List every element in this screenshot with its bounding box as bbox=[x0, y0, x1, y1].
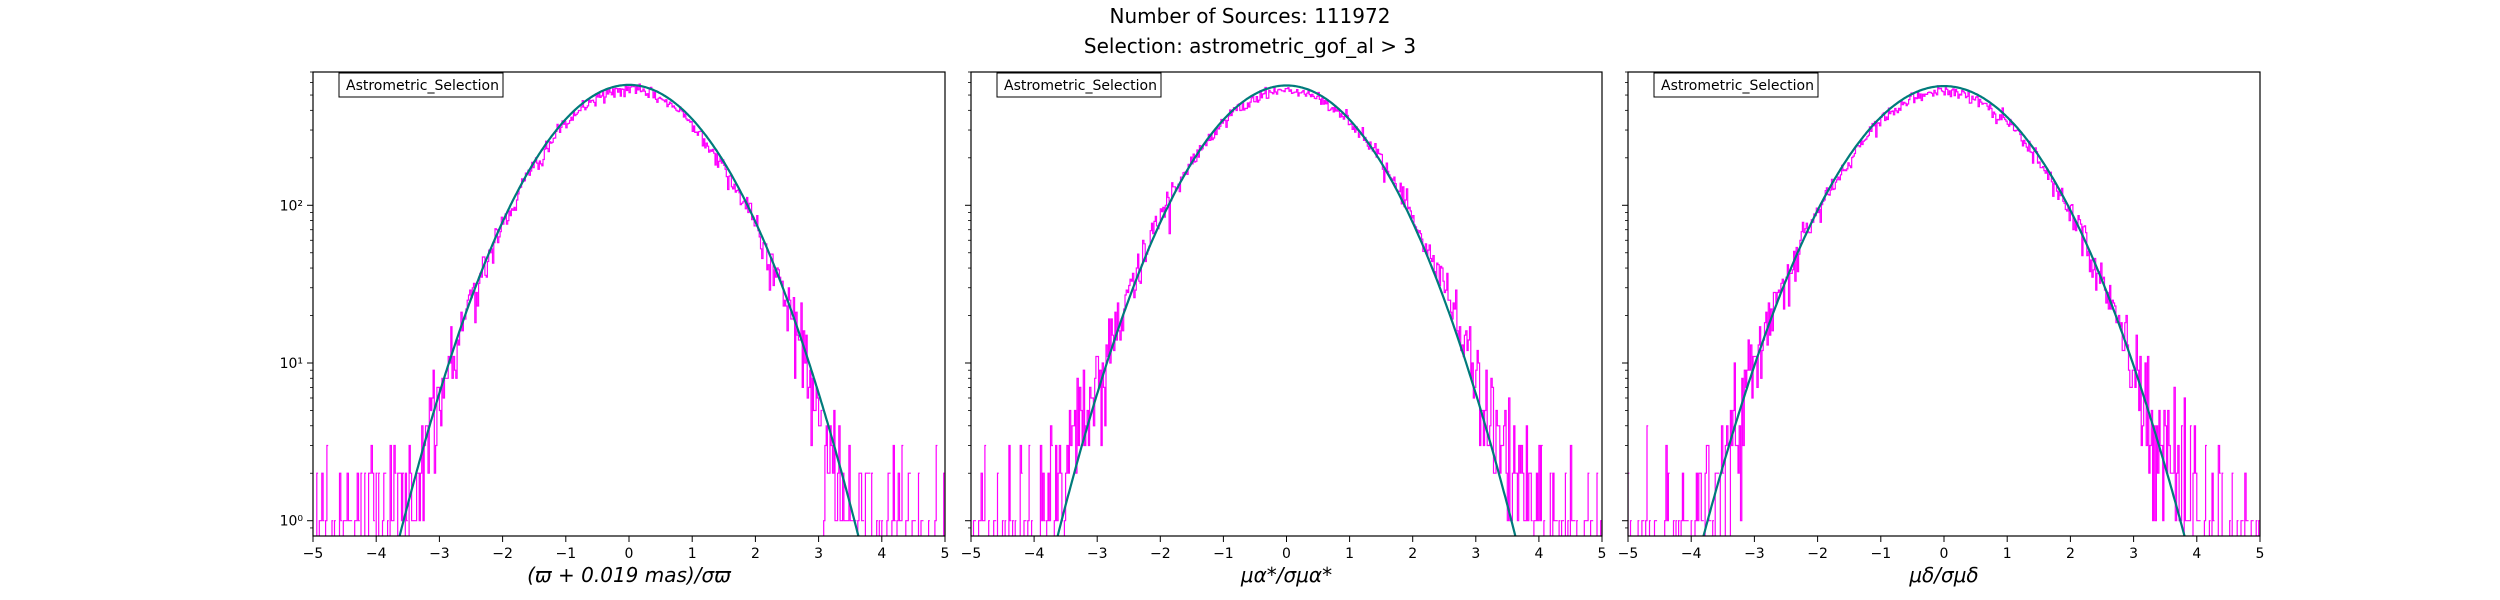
legend: Astrometric_Selection bbox=[1653, 72, 1819, 98]
x-tick-label: 4 bbox=[2192, 546, 2201, 562]
x-tick-label: 2 bbox=[2066, 546, 2075, 562]
legend-label: Astrometric_Selection bbox=[346, 78, 499, 94]
model-curve bbox=[1702, 85, 2186, 536]
x-tick-label: 5 bbox=[2256, 546, 2265, 562]
y-tick-label: 10² bbox=[280, 198, 303, 214]
y-tick-label: 10¹ bbox=[280, 356, 303, 372]
x-tick-label: −4 bbox=[366, 546, 387, 562]
x-tick-label: 2 bbox=[1408, 546, 1417, 562]
x-tick-label: 3 bbox=[2129, 546, 2138, 562]
x-tick-label: 0 bbox=[625, 546, 634, 562]
x-tick-label: 5 bbox=[1598, 546, 1607, 562]
model-curve bbox=[1056, 84, 1517, 536]
figure-subtitle: Selection: astrometric_gof_al > 3 bbox=[1083, 34, 1417, 58]
legend-box bbox=[338, 72, 504, 98]
histogram-series bbox=[972, 86, 1602, 536]
x-tick-label: −1 bbox=[555, 546, 576, 562]
x-axis-label: (ϖ + 0.019 mas)/σϖ bbox=[527, 563, 732, 587]
x-tick-label: 3 bbox=[814, 546, 823, 562]
legend-box bbox=[1653, 72, 1819, 98]
figure-title: Number of Sources: 111972 bbox=[1109, 4, 1391, 28]
x-tick-label: −1 bbox=[1213, 546, 1234, 562]
x-tick-label: −5 bbox=[1618, 546, 1639, 562]
x-axis-label: μδ/σμδ bbox=[1908, 563, 1978, 587]
x-tick-label: 3 bbox=[1471, 546, 1480, 562]
y-tick-label: 10⁰ bbox=[280, 514, 304, 530]
x-tick-label: 0 bbox=[1282, 546, 1291, 562]
subplot-1: −5 −4 −3 −2 −1 0 1 2 3 4 5 10⁰ 10¹ 10² Astrometric_Sel… bbox=[280, 71, 950, 587]
x-tick-label: 4 bbox=[1534, 546, 1543, 562]
x-tick-label: 1 bbox=[2003, 546, 2012, 562]
x-tick-label: 1 bbox=[688, 546, 697, 562]
x-tick-label: −4 bbox=[1681, 546, 1702, 562]
legend: Astrometric_Selection bbox=[338, 72, 504, 98]
x-tick-label: −4 bbox=[1024, 546, 1045, 562]
legend-label: Astrometric_Selection bbox=[1661, 78, 1814, 94]
legend-label: Astrometric_Selection bbox=[1004, 78, 1157, 94]
x-tick-label: −2 bbox=[1150, 546, 1171, 562]
x-tick-label: 4 bbox=[877, 546, 886, 562]
subplot-2: −5 −4 −3 −2 −1 0 1 2 3 4 5 Astrometric_Selection μα*… bbox=[961, 71, 1607, 587]
axes-frame bbox=[970, 71, 1603, 537]
x-tick-label: −3 bbox=[429, 546, 450, 562]
x-tick-label: 1 bbox=[1345, 546, 1354, 562]
x-tick-label: −5 bbox=[303, 546, 324, 562]
x-tick-label: −3 bbox=[1087, 546, 1108, 562]
x-tick-label: −1 bbox=[1870, 546, 1891, 562]
x-tick-label: −2 bbox=[1807, 546, 1828, 562]
x-tick-label: −3 bbox=[1744, 546, 1765, 562]
model-curve bbox=[398, 83, 860, 536]
histogram-series bbox=[316, 83, 945, 536]
x-axis-label: μα*/σμα* bbox=[1240, 563, 1332, 587]
x-tick-label: 2 bbox=[751, 546, 760, 562]
histogram-series bbox=[1628, 85, 2260, 536]
x-tick-label: 0 bbox=[1940, 546, 1949, 562]
legend: Astrometric_Selection bbox=[996, 72, 1162, 98]
x-tick-label: −2 bbox=[492, 546, 513, 562]
subplot-3: −5 −4 −3 −2 −1 0 1 2 3 4 5 Astrometric_Selection μδ/… bbox=[1618, 71, 2265, 587]
x-tick-label: 5 bbox=[941, 546, 950, 562]
legend-box bbox=[996, 72, 1162, 98]
x-tick-label: −5 bbox=[961, 546, 982, 562]
